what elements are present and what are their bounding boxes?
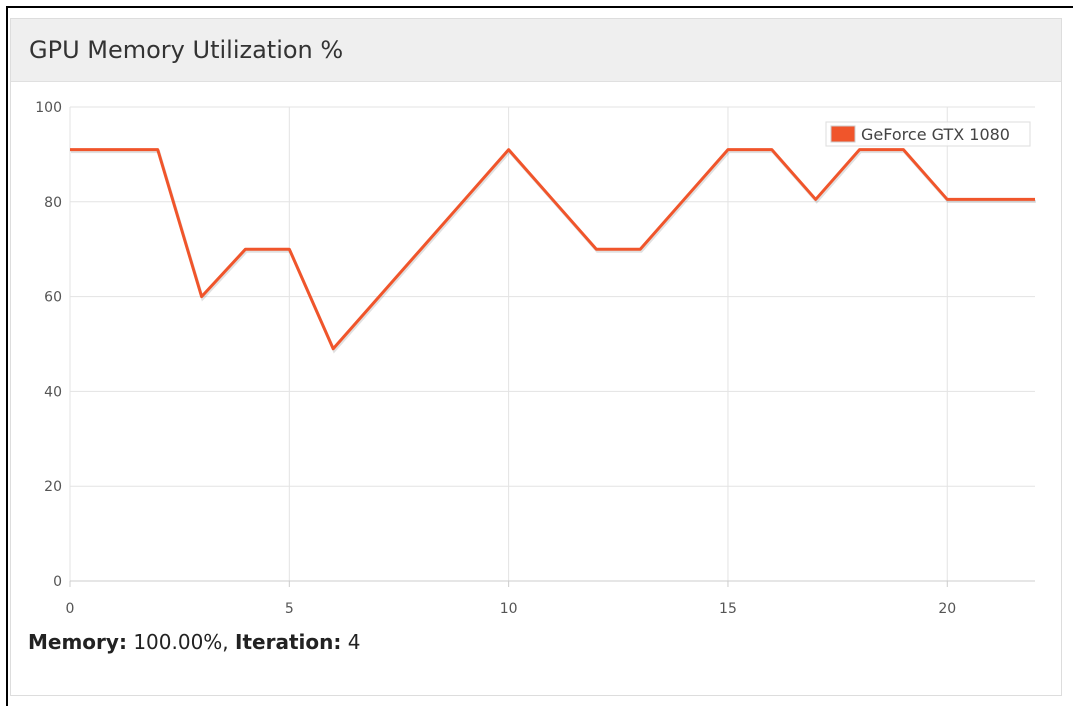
legend-swatch [830,125,856,143]
y-tick-label: 60 [44,290,62,306]
series-line [70,148,1035,351]
x-tick-label: 10 [500,601,518,617]
frame [6,6,1073,706]
chart-title: GPU Memory Utilization % [29,36,344,64]
y-tick-label: 40 [44,384,62,400]
x-tick-label: 15 [719,601,737,617]
x-tick-label: 5 [285,601,294,617]
y-tick-label: 0 [53,574,62,590]
panel: GPU Memory Utilization % [10,18,1062,696]
status-line: Memory: 100.00%, Iteration: 4 [28,630,360,654]
x-tick-label: 20 [938,601,956,617]
y-tick-label: 100 [35,100,62,116]
line-shadow [71,149,1036,354]
panel-header: GPU Memory Utilization % [11,19,1061,82]
memory-label: Memory: [28,630,127,654]
legend-label: GeForce GTX 1080 [861,125,1010,144]
y-tick-label: 80 [44,195,62,211]
x-tick-label: 0 [66,601,75,617]
iteration-label: Iteration: [235,630,342,654]
legend-box [825,121,1031,147]
y-tick-label: 20 [44,479,62,495]
memory-value: 100.00%, [133,630,229,654]
iteration-value: 4 [347,630,361,654]
